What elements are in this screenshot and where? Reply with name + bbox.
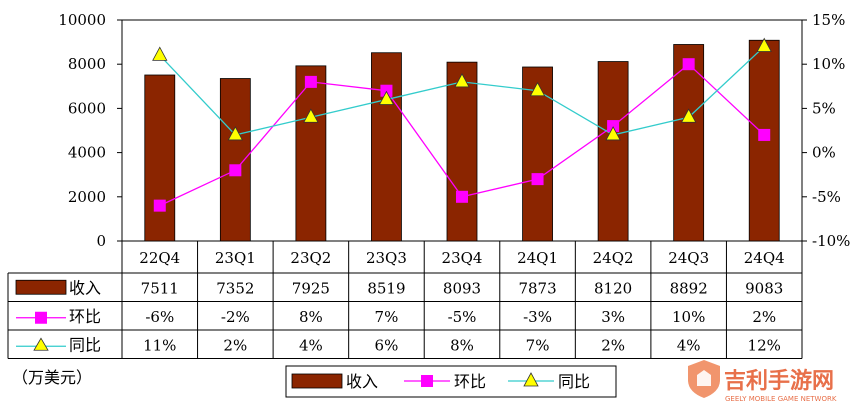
环比-value-cell: 8% bbox=[299, 308, 323, 326]
环比-value-cell: 7% bbox=[375, 308, 399, 326]
同比-point bbox=[303, 108, 319, 123]
legend-marker-同比 bbox=[523, 372, 539, 387]
环比-point bbox=[456, 190, 468, 203]
环比-point bbox=[229, 164, 242, 177]
环比-row-header: 环比 bbox=[69, 307, 101, 326]
watermark-subtitle: GEELY MOBILE GAME NETWORK bbox=[725, 395, 837, 403]
revenue-bars bbox=[144, 39, 780, 242]
收入-value-cell: 8519 bbox=[367, 279, 405, 297]
环比-legend-marker bbox=[35, 311, 47, 324]
right-tick-label: 10% bbox=[812, 55, 845, 73]
unit-label: （万美元） bbox=[12, 368, 92, 387]
收入-value-cell: 7873 bbox=[518, 279, 556, 297]
环比-value-cell: 3% bbox=[601, 308, 625, 326]
right-tick-label: 5% bbox=[812, 99, 836, 117]
收入-value-cell: 7925 bbox=[292, 279, 330, 297]
legend-label-同比: 同比 bbox=[558, 372, 590, 391]
category-label: 24Q2 bbox=[593, 249, 634, 267]
同比-point bbox=[227, 126, 244, 141]
series-lines bbox=[152, 37, 772, 212]
同比-value-cell: 8% bbox=[450, 336, 474, 354]
left-tick-label: 10000 bbox=[58, 11, 106, 29]
环比-point bbox=[758, 128, 771, 141]
left-axis-ticks: 0 2000 4000 6000 8000 10000 bbox=[58, 11, 122, 250]
right-tick-label: -5% bbox=[812, 188, 841, 206]
revenue-bar bbox=[446, 61, 478, 242]
left-tick-label: 6000 bbox=[68, 99, 106, 117]
revenue-bar bbox=[597, 61, 629, 242]
收入-value-cell: 8120 bbox=[594, 279, 632, 297]
同比-value-cell: 2% bbox=[223, 336, 247, 354]
watermark-logo: 吉利手游网 GEELY MOBILE GAME NETWORK bbox=[688, 360, 837, 403]
right-tick-label: 15% bbox=[812, 11, 845, 29]
同比-point bbox=[529, 81, 546, 97]
category-label: 24Q3 bbox=[668, 249, 709, 267]
环比-value-cell: 2% bbox=[752, 308, 776, 326]
left-tick-label: 2000 bbox=[68, 188, 106, 206]
watermark-title: 吉利手游网 bbox=[724, 368, 834, 394]
revenue-bar bbox=[144, 74, 176, 242]
环比-point bbox=[153, 199, 166, 212]
同比-value-cell: 6% bbox=[375, 336, 399, 354]
收入-value-cell: 7511 bbox=[141, 279, 179, 297]
同比-legend-marker bbox=[33, 337, 49, 351]
left-tick-label: 8000 bbox=[68, 55, 106, 73]
环比-point bbox=[682, 58, 695, 71]
revenue-bar bbox=[219, 78, 251, 242]
category-label: 24Q1 bbox=[517, 249, 558, 267]
收入-row-header: 收入 bbox=[69, 278, 101, 297]
category-label: 22Q4 bbox=[139, 249, 180, 267]
revenue-bar bbox=[371, 52, 402, 242]
环比-value-cell: -3% bbox=[523, 308, 552, 326]
right-axis-ticks: -10% -5% 0% 5% 10% 15% bbox=[802, 11, 850, 250]
legend-label-收入: 收入 bbox=[346, 372, 378, 391]
category-label: 24Q4 bbox=[744, 249, 785, 267]
同比-value-cell: 11% bbox=[143, 336, 176, 354]
同比-value-cell: 2% bbox=[601, 336, 625, 354]
同比-row-header: 同比 bbox=[69, 335, 101, 354]
收入-legend-key bbox=[15, 279, 67, 295]
right-tick-label: -10% bbox=[812, 232, 850, 250]
同比-value-cell: 4% bbox=[677, 336, 701, 354]
revenue-bar bbox=[673, 44, 705, 242]
环比-value-cell: -2% bbox=[221, 308, 250, 326]
legend-box bbox=[285, 365, 617, 398]
环比-value-cell: -5% bbox=[448, 308, 477, 326]
left-tick-label: 4000 bbox=[68, 144, 106, 162]
环比-value-cell: -6% bbox=[145, 308, 174, 326]
收入-value-cell: 9083 bbox=[745, 279, 783, 297]
right-tick-label: 0% bbox=[812, 144, 836, 162]
收入-value-cell: 7352 bbox=[216, 279, 254, 297]
同比-point bbox=[605, 126, 621, 141]
revenue-bar bbox=[295, 65, 327, 242]
legend-key-收入 bbox=[291, 373, 343, 389]
left-tick-label: 0 bbox=[96, 232, 106, 250]
data-table: 22Q4 23Q1 23Q2 23Q3 23Q4 24Q1 24Q2 24Q3 24Q4 收入 75… bbox=[7, 241, 803, 359]
同比-point bbox=[680, 108, 697, 123]
环比-value-cell: 10% bbox=[672, 308, 705, 326]
category-label: 23Q1 bbox=[215, 249, 256, 267]
环比-point bbox=[304, 75, 317, 88]
legend-label-环比: 环比 bbox=[454, 372, 486, 391]
legend: 收入 环比 同比 bbox=[285, 365, 617, 398]
同比-value-cell: 12% bbox=[748, 336, 781, 354]
category-label: 23Q2 bbox=[290, 249, 331, 267]
同比-point bbox=[152, 46, 168, 61]
watermark-shield-icon bbox=[688, 360, 720, 398]
收入-value-cell: 8093 bbox=[443, 279, 481, 297]
同比-value-cell: 4% bbox=[299, 336, 323, 354]
收入-value-cell: 8892 bbox=[670, 279, 708, 297]
同比-point bbox=[454, 73, 470, 88]
同比-point bbox=[756, 37, 772, 52]
同比-value-cell: 7% bbox=[526, 336, 550, 354]
同比-point bbox=[378, 90, 395, 105]
环比-point bbox=[531, 173, 544, 186]
category-label: 23Q3 bbox=[366, 249, 407, 267]
legend-marker-环比 bbox=[421, 375, 433, 387]
category-label: 23Q4 bbox=[442, 249, 483, 267]
